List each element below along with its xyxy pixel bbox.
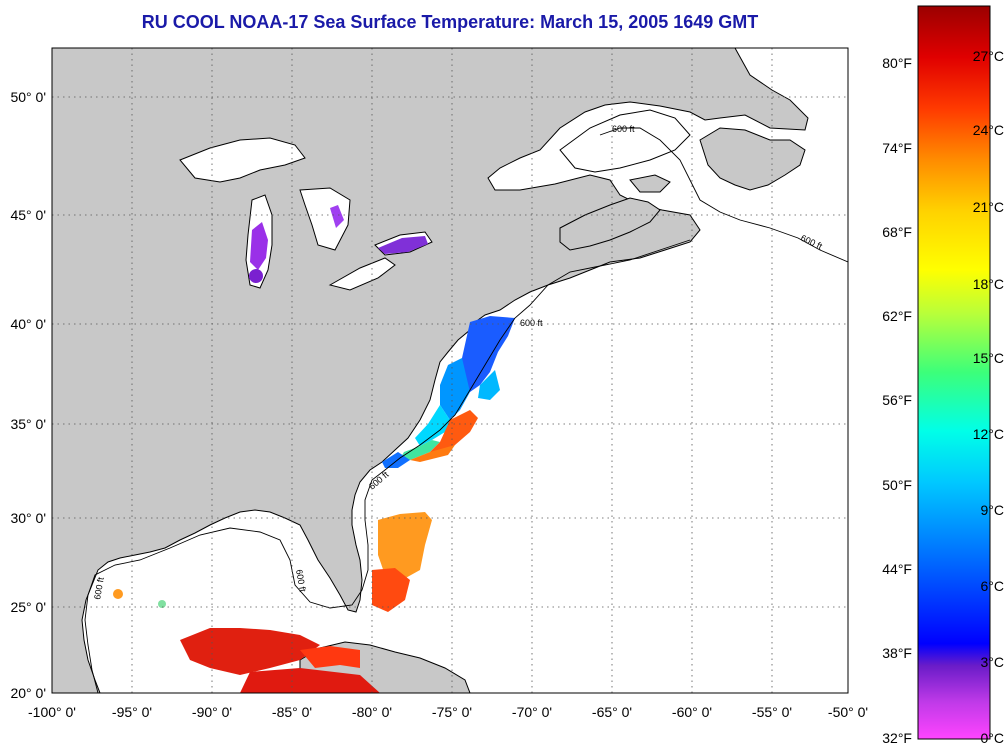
colorbar-celsius-labels: 27°C 24°C 21°C 18°C 15°C 12°C 9°C 6°C 3°C 0°C [973,48,1004,746]
colorbar-fahrenheit-label: 38°F [882,645,912,661]
colorbar-fahrenheit-label: 32°F [882,730,912,746]
colorbar [917,5,991,740]
longitude-tick-label: -95° 0' [112,704,152,720]
latitude-tick-label: 30° 0' [10,510,46,526]
map-border [51,47,849,694]
colorbar-fahrenheit-labels: 80°F 74°F 68°F 62°F 56°F 50°F 44°F 38°F 32°F [882,55,912,746]
map-title: RU COOL NOAA-17 Sea Surface Temperature:… [141,12,759,32]
latitude-tick-label: 45° 0' [10,207,46,223]
isobath-label: 600 ft [294,569,308,593]
sst-swath [382,316,515,468]
colorbar-celsius-label: 21°C [973,199,1004,215]
st-lawrence [559,109,691,173]
colorbar-fahrenheit-label: 68°F [882,224,912,240]
latitude-tick-label: 25° 0' [10,599,46,615]
lake-sst [249,205,428,283]
latitude-tick-label: 40° 0' [10,316,46,332]
graticule [52,48,848,693]
isobath-label: 600 ft [92,576,106,600]
longitude-tick-label: -60° 0' [672,704,712,720]
longitude-tick-label: -70° 0' [512,704,552,720]
colorbar-celsius-label: 6°C [981,578,1005,594]
longitude-tick-label: -100° 0' [28,704,76,720]
isobath-600ft [84,127,848,693]
longitude-tick-label: -50° 0' [828,704,868,720]
colorbar-fahrenheit-label: 80°F [882,55,912,71]
colorbar-celsius-label: 3°C [981,654,1005,670]
latitude-axis: 50° 0' 45° 0' 40° 0' 35° 0' 30° 0' 25° 0' 20° … [10,89,46,701]
colorbar-fahrenheit-label: 62°F [882,308,912,324]
colorbar-celsius-label: 12°C [973,426,1004,442]
lake-superior [179,137,306,183]
colorbar-celsius-label: 0°C [981,730,1005,746]
warm-sst-patches [113,512,432,693]
longitude-axis: -100° 0' -95° 0' -90° 0' -85° 0' -80° 0' -75°… [28,704,868,720]
colorbar-fahrenheit-label: 50°F [882,477,912,493]
isobath-label: 600 ft [520,318,543,328]
isobath-label: 600 ft [612,124,635,134]
longitude-tick-label: -80° 0' [352,704,392,720]
longitude-tick-label: -90° 0' [192,704,232,720]
colorbar-fahrenheit-label: 74°F [882,140,912,156]
colorbar-celsius-label: 15°C [973,350,1004,366]
latitude-tick-label: 50° 0' [10,89,46,105]
longitude-tick-label: -65° 0' [592,704,632,720]
longitude-tick-label: -75° 0' [432,704,472,720]
latitude-tick-label: 20° 0' [10,685,46,701]
colorbar-celsius-label: 27°C [973,48,1004,64]
colorbar-celsius-label: 9°C [981,502,1005,518]
colorbar-fahrenheit-label: 56°F [882,392,912,408]
colorbar-fahrenheit-label: 44°F [882,561,912,577]
longitude-tick-label: -85° 0' [272,704,312,720]
pei-land [629,174,671,193]
lake-huron [299,187,351,251]
longitude-tick-label: -55° 0' [752,704,792,720]
colorbar-celsius-label: 24°C [973,122,1004,138]
colorbar-celsius-label: 18°C [973,276,1004,292]
newfoundland-land [699,127,806,191]
nova-scotia-land [559,197,661,251]
lake-erie [328,257,396,291]
latitude-tick-label: 35° 0' [10,416,46,432]
map-content: 600 ft 600 ft 600 ft 600 ft 600 ft 600 f… [52,48,848,693]
